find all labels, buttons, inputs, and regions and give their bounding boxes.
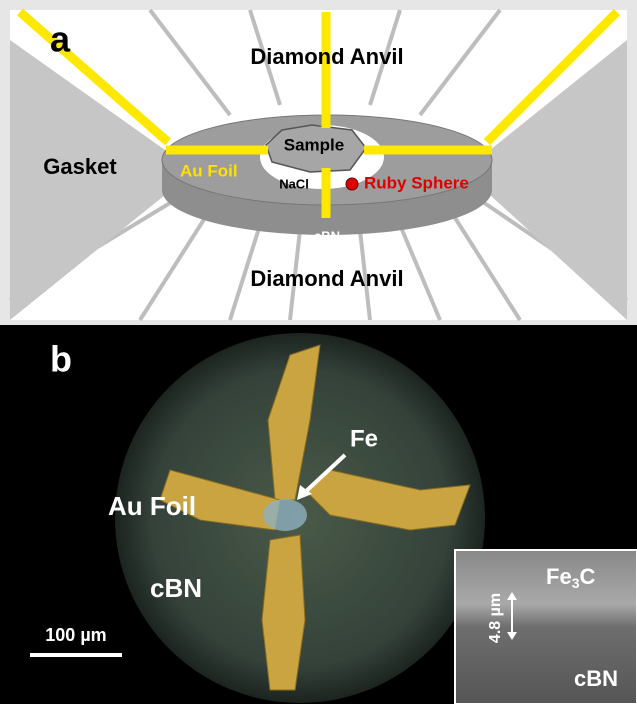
ruby-sphere [345,177,359,191]
panel-label: b [50,339,72,380]
cbn-label: cBN [150,573,202,603]
foil-label: Au Foil [180,161,238,180]
gasket-right [490,40,627,320]
fe-arrowhead [297,485,312,500]
phase-tail: C [579,564,595,589]
nacl-label: NaCl [279,176,309,191]
gold-foil [159,344,471,691]
scale-label: 100 µm [45,625,106,645]
foil-label: Au Foil [108,491,196,521]
panel-label: a [50,19,71,60]
phase-label: Fe3C [546,564,595,591]
thickness-label: 4.8 µm [487,593,504,643]
panel-b: b Fe Au Foil cBN 100 µm Fe3C 4.8 µm cBN [0,325,637,704]
phase-base: Fe [546,564,572,589]
gasket-left [10,40,165,320]
au-foil-strips [17,8,621,218]
anvil-label: Diamond Anvil [250,266,403,291]
inset-cbn-label: cBN [574,666,618,691]
anvil-label: Diamond Anvil [250,44,403,69]
sample-label: Sample [284,135,344,154]
gasket-label: Gasket [43,154,117,179]
inset-image [454,549,637,704]
cbn-label: cBN [314,228,340,243]
fe-sample [263,499,307,531]
fe-label: Fe [350,425,378,452]
sem-inset: Fe3C 4.8 µm cBN [454,549,637,704]
arrowhead [507,592,517,600]
panel-a: a Diamond Anvil Gasket Au Foil Sample Na… [0,0,637,325]
fe-arrow [301,453,347,496]
phase-sub: 3 [572,575,580,591]
arrowhead [507,632,517,640]
ruby-label: Ruby Sphere [364,173,469,192]
